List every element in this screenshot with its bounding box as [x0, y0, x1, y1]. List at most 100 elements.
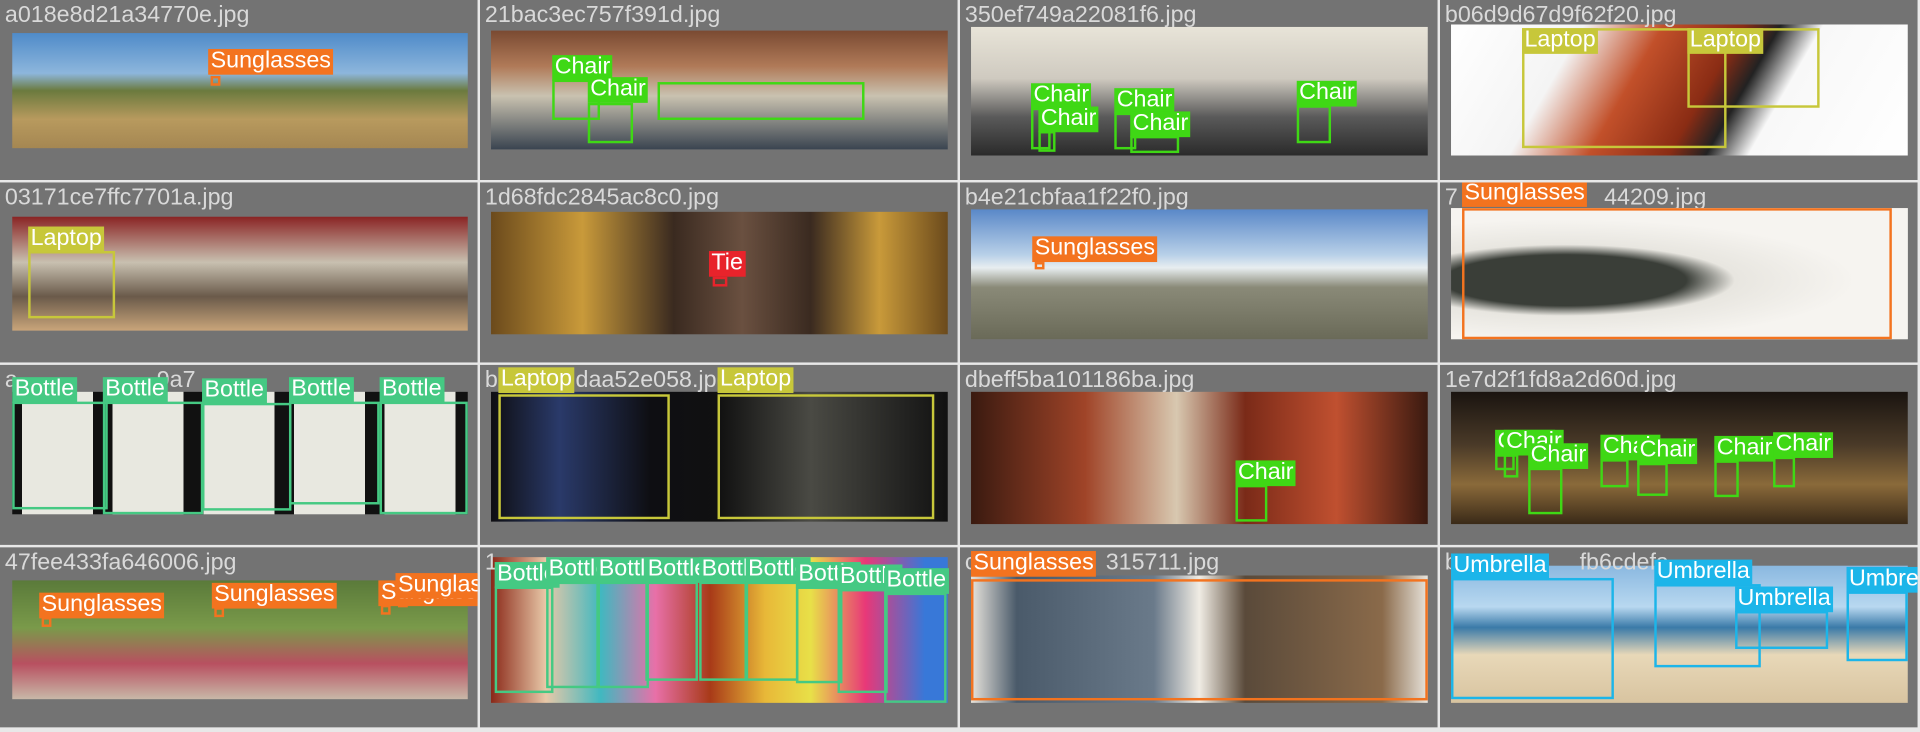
class-label: Sunglasses: [395, 572, 478, 599]
filename: 350ef749a22081f6.jpg: [964, 2, 1197, 29]
bounding-box: [1296, 105, 1332, 144]
bounding-box: [379, 401, 468, 515]
tile: 47fee433fa646006.jpg Sunglasses Sunglasses…: [0, 547, 478, 728]
tile-image: [971, 575, 1428, 703]
class-label: Laptop: [498, 367, 575, 394]
bounding-box: [1654, 584, 1761, 668]
filename: daa52e058.jpg: [575, 367, 730, 394]
tile-image: [12, 391, 468, 515]
bounding-box: [745, 581, 799, 681]
bounding-box: [1235, 484, 1268, 522]
class-label: Sunglasses: [1032, 236, 1158, 263]
filename: 1d68fdc2845ac8c0.jpg: [484, 184, 720, 211]
bounding-box: [1528, 467, 1563, 515]
class-label: Chair: [1714, 435, 1775, 462]
class-label: Chair: [1038, 106, 1099, 133]
tile-image: [491, 30, 948, 150]
bounding-box: [102, 401, 204, 515]
tile-image: [971, 391, 1428, 525]
bounding-box: [1735, 611, 1829, 649]
class-label: Sunglasses: [1462, 182, 1588, 207]
tile: b daa52e058.jpg Laptop Laptop: [480, 364, 958, 545]
filename: b4e21cbfaa1f22f0.jpg: [964, 184, 1189, 211]
bounding-box: [214, 607, 225, 618]
class-label: Chair: [587, 77, 649, 103]
bounding-box: [1773, 456, 1796, 488]
tile: 7 44209.jpg Sunglasses: [1440, 182, 1918, 363]
bounding-box: [1462, 208, 1892, 340]
bounding-box: [837, 588, 888, 694]
class-label: Sunglasses: [211, 582, 338, 609]
class-label: Sunglasses: [208, 48, 334, 75]
class-label: Umbrella: [1451, 553, 1550, 580]
bounding-box: [1451, 577, 1614, 700]
tile: a018e8d21a34770e.jpg Sunglasses: [0, 0, 478, 181]
tile: dbeff5ba101186ba.jpg Chair: [960, 364, 1438, 545]
class-label: Bottle: [102, 377, 168, 403]
bounding-box: [1503, 454, 1519, 478]
class-label: Bottle: [884, 568, 949, 594]
filename: 7: [1444, 184, 1458, 211]
tile: 1d68fdc2845ac8c0.jpg Tie: [480, 182, 958, 363]
bounding-box: [12, 401, 108, 510]
bounding-box: [1522, 28, 1727, 149]
bounding-box: [712, 276, 728, 287]
filename: b06d9d67d9f62f20.jpg: [1444, 2, 1677, 29]
tile: 350ef749a22081f6.jpg Chair Chair Chair Chair…: [960, 0, 1438, 181]
bounding-box: [1637, 462, 1668, 496]
bounding-box: [699, 581, 747, 681]
class-label: Tie: [708, 250, 746, 277]
class-label: Chair: [1528, 443, 1589, 469]
class-label: Bottle: [645, 557, 710, 583]
filename: 1: [484, 549, 498, 576]
tile: b4e21cbfaa1f22f0.jpg Sunglasses: [960, 182, 1438, 363]
bounding-box: [1600, 459, 1629, 488]
bounding-box: [498, 394, 670, 520]
class-label: Laptop: [717, 367, 794, 394]
filename: c: [965, 550, 977, 575]
tile: 21bac3ec757f391d.jpg Chair Chair: [480, 0, 958, 181]
bounding-box: [596, 581, 649, 689]
bounding-box: [971, 579, 1428, 701]
tile: b06d9d67d9f62f20.jpg Laptop Laptop: [1440, 0, 1918, 181]
filename: 47fee433fa646006.jpg: [4, 549, 237, 576]
class-label: Sunglasses: [39, 592, 165, 619]
filename: 44209.jpg: [1604, 184, 1707, 211]
class-label: Chair: [1296, 80, 1358, 107]
tile: a9a7BottleBottleBottleBottleBottle: [0, 364, 478, 545]
bounding-box: [587, 102, 634, 144]
bounding-box: [494, 586, 554, 694]
bounding-box: [41, 617, 52, 627]
class-label: Chair: [1637, 438, 1698, 465]
bounding-box: [1130, 135, 1180, 154]
bounding-box: [210, 75, 221, 86]
class-label: Sunglasses: [971, 550, 1097, 577]
class-label: Chair: [1031, 83, 1092, 109]
tile: 1 Bottle Bottle Bottle Bottle Bottle Bottle Bot…: [480, 547, 958, 728]
filename: 21bac3ec757f391d.jpg: [484, 2, 721, 29]
filename: a018e8d21a34770e.jpg: [4, 2, 250, 29]
class-label: Umbrella: [1735, 586, 1834, 613]
class-label: Umbrella: [1846, 566, 1918, 593]
class-label: Laptop: [28, 226, 105, 253]
bounding-box: [28, 251, 116, 319]
tile: c 315711.jpg Sunglasses: [960, 547, 1438, 728]
tile: bfb6cdefaUmbrellaUmbrellaUmbrellaUmbrell…: [1440, 547, 1918, 728]
bounding-box: [1846, 591, 1908, 662]
class-label: Chair: [552, 54, 613, 81]
bounding-box: [288, 401, 380, 505]
class-label: Bottle: [12, 377, 77, 403]
bounding-box: [717, 394, 935, 520]
class-label: Chair: [1773, 432, 1834, 458]
tile-image: [1451, 208, 1908, 340]
bounding-box: [1034, 262, 1045, 270]
bounding-box: [884, 592, 947, 703]
filename: fb6cdefa: [1579, 549, 1669, 576]
bounding-box: [795, 586, 843, 684]
class-label: Laptop: [1687, 28, 1764, 54]
bounding-box: [202, 402, 292, 511]
class-label: Chair: [1235, 460, 1297, 487]
class-label: Chair: [1130, 111, 1191, 138]
